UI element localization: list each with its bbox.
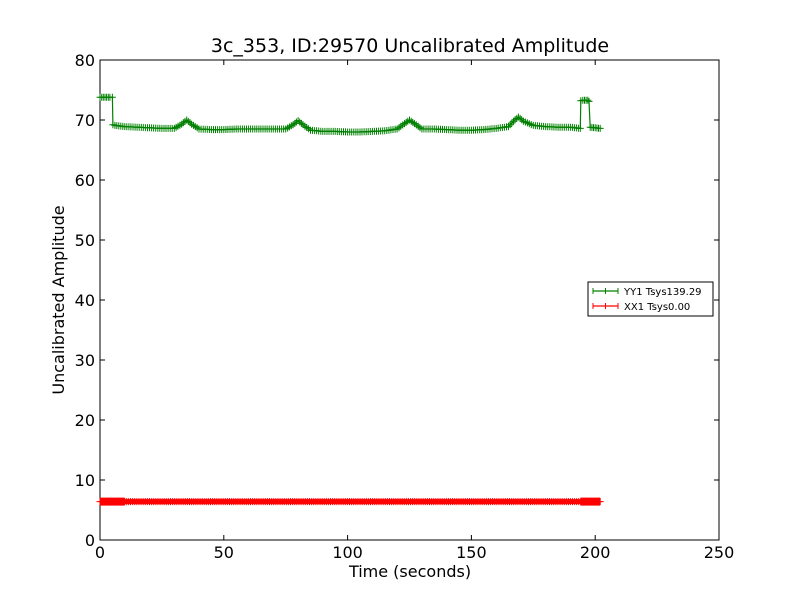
legend-label: YY1 Tsys139.29 [623,287,702,298]
chart-title: 3c_353, ID:29570 Uncalibrated Amplitude [211,35,609,57]
x-tick-label: 250 [704,543,735,562]
y-tick-label: 0 [85,531,95,550]
data-point [596,124,604,132]
data-point [284,124,292,132]
y-tick-label: 80 [75,51,95,70]
legend-marker [592,288,619,294]
y-axis-label: Uncalibrated Amplitude [49,205,68,394]
data-point [108,93,116,101]
legend-box [587,281,714,317]
legend-marker [592,303,619,309]
y-tick-label: 10 [75,471,95,490]
x-axis-label: Time (seconds) [348,562,471,581]
x-tick-label: 200 [580,543,611,562]
y-tick-label: 20 [75,411,95,430]
x-tick-label: 0 [95,543,105,562]
x-tick-label: 100 [332,543,363,562]
plot-area: 0 50 100 150 200 250 0 10 20 30 40 50 60 70 80 YY1 Tsys… [75,51,735,562]
data-point [576,124,584,132]
legend-item: XX1 Tsys0.00 [592,302,690,313]
data-point [414,122,422,130]
data-point [508,119,516,127]
data-point [506,121,514,129]
series-1 [96,93,604,136]
data-point [411,120,418,128]
data-point [505,123,512,131]
data-point [518,116,526,124]
legend-label: XX1 Tsys0.00 [624,302,690,313]
series-2-band [100,499,601,505]
y-tick-label: 50 [75,231,95,250]
legend-item: YY1 Tsys139.29 [592,287,702,298]
legend: YY1 Tsys139.29 XX1 Tsys0.00 [587,281,714,317]
x-tick-label: 50 [214,543,234,562]
data-point [395,124,403,132]
data-point [301,122,309,130]
y-tick-label: 40 [75,291,95,310]
x-tick-label: 150 [456,543,487,562]
y-tick-label: 60 [75,171,95,190]
y-tick-label: 70 [75,111,95,130]
data-point [585,97,593,105]
data-point [190,121,197,129]
data-point [193,124,201,132]
data-point [584,96,592,104]
data-point [170,124,178,132]
y-tick-label: 30 [75,351,95,370]
